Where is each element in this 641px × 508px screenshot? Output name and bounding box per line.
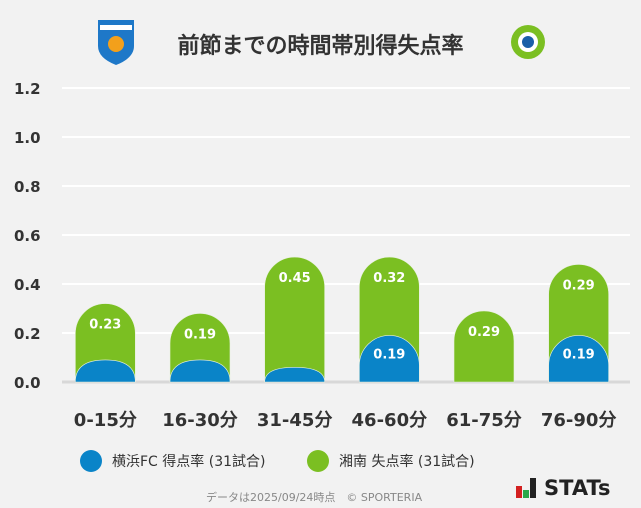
data-label-shonan: 0.23 <box>89 318 121 333</box>
y-tick-label: 1.0 <box>14 129 41 147</box>
legend-label: 湘南 失点率 (31試合) <box>339 454 475 470</box>
footer-note: データは2025/09/24時点 © SPORTERIA <box>206 491 423 504</box>
data-label-shonan: 0.32 <box>373 271 405 286</box>
stats-brand: STATs <box>544 476 611 500</box>
x-tick-label: 0-15分 <box>74 410 137 431</box>
legend-label: 横浜FC 得点率 (31試合) <box>112 454 266 470</box>
bar-yokohama <box>75 359 136 383</box>
legend-item-yokohama: 横浜FC 得点率 (31試合) <box>80 450 265 472</box>
legend-swatch <box>80 450 102 472</box>
data-label-yokohama: 0.19 <box>373 347 405 362</box>
y-tick-label: 0.2 <box>14 325 41 343</box>
data-label-shonan: 0.19 <box>184 327 216 342</box>
y-tick-label: 0.6 <box>14 227 41 245</box>
data-label-shonan: 0.45 <box>279 271 311 286</box>
y-tick-label: 0.8 <box>14 178 41 196</box>
y-tick-label: 0.4 <box>14 276 41 294</box>
x-tick-label: 61-75分 <box>446 410 522 431</box>
bar-shonan <box>264 256 325 383</box>
bar-yokohama <box>169 359 231 383</box>
yokohama-fc-logo <box>96 16 136 66</box>
chart-title: 前節までの時間帯別得失点率 <box>177 34 464 59</box>
x-tick-label: 16-30分 <box>162 410 238 431</box>
shonan-bellmare-logo <box>508 16 548 66</box>
x-tick-label: 76-90分 <box>541 410 617 431</box>
legend-swatch <box>307 450 329 472</box>
bar-yokohama <box>264 366 325 383</box>
y-tick-label: 0.0 <box>14 374 41 392</box>
x-tick-label: 31-45分 <box>257 410 333 431</box>
x-tick-label: 46-60分 <box>352 410 428 431</box>
stats-bars-icon <box>516 478 536 498</box>
legend-item-shonan: 湘南 失点率 (31試合) <box>307 450 475 472</box>
y-tick-label: 1.2 <box>14 80 41 98</box>
bar-yokohama <box>359 335 420 383</box>
bar-shonan <box>453 310 515 383</box>
stats-logo: STATs <box>516 476 610 500</box>
data-label-yokohama: 0.19 <box>563 347 595 362</box>
data-label-shonan: 0.29 <box>468 325 500 340</box>
plot-area: 0.0 0.2 0.4 0.6 0.8 1.0 1.2 0.23 0-15分 0.19 16-30分… <box>14 80 630 431</box>
data-label-shonan: 0.29 <box>563 278 595 293</box>
bar-yokohama <box>548 335 609 383</box>
